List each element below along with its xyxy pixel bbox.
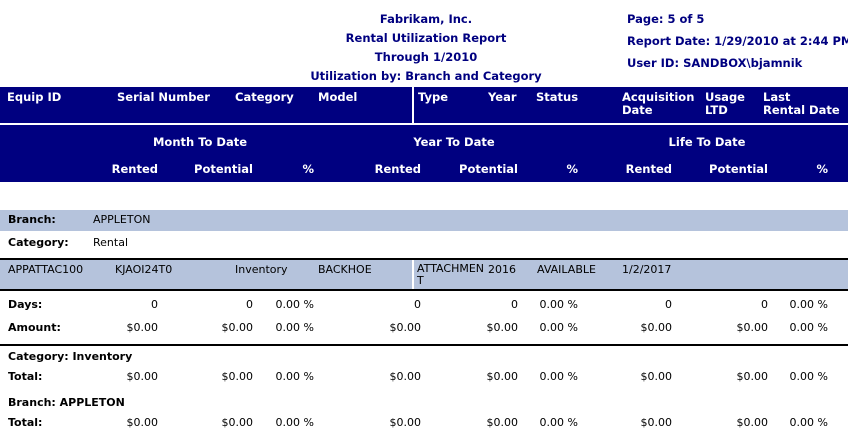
br-total-mtd-percent: 0.00 % xyxy=(275,416,314,429)
header-column-divider xyxy=(412,87,414,123)
amount-ytd-percent: 0.00 % xyxy=(539,321,578,334)
category-value: Rental xyxy=(93,236,128,249)
category-row: Category: Rental xyxy=(0,236,848,250)
br-total-ytd-rented: $0.00 xyxy=(389,416,422,429)
col-model: Model xyxy=(318,90,358,104)
subcol-ltd-percent: % xyxy=(816,162,828,176)
equip-year: 2016 xyxy=(488,263,516,276)
equipment-column-divider xyxy=(412,260,414,289)
days-ytd-potential: 0 xyxy=(511,298,518,311)
category-total-heading: Category: Inventory xyxy=(8,350,133,363)
days-mtd-percent: 0.00 % xyxy=(275,298,314,311)
br-total-mtd-potential: $0.00 xyxy=(221,416,254,429)
equip-type: ATTACHMENT xyxy=(417,262,485,287)
col-year: Year xyxy=(488,90,517,104)
equip-status: AVAILABLE xyxy=(537,263,596,276)
acquisition-date: 1/2/2017 xyxy=(622,263,672,276)
amount-ytd-potential: $0.00 xyxy=(486,321,519,334)
cat-total-ltd-potential: $0.00 xyxy=(736,370,769,383)
days-label: Days: xyxy=(8,298,43,311)
user-id: User ID: SANDBOX\bjamnik xyxy=(627,56,803,70)
subcol-mtd-percent: % xyxy=(302,162,314,176)
report-period: Through 1/2010 xyxy=(374,50,478,64)
cat-total-ytd-potential: $0.00 xyxy=(486,370,519,383)
group-header-band: Month To Date Year To Date Life To Date … xyxy=(0,125,848,182)
days-ytd-rented: 0 xyxy=(414,298,421,311)
subcol-ytd-potential: Potential xyxy=(459,162,518,176)
company-name: Fabrikam, Inc. xyxy=(379,12,473,26)
amount-mtd-rented: $0.00 xyxy=(126,321,159,334)
col-acquisition-date: Acquisition Date xyxy=(622,90,695,117)
column-header-band: Equip ID Serial Number Category Model Ty… xyxy=(0,87,848,123)
col-serial-number: Serial Number xyxy=(117,90,210,104)
category-total-row: Total: $0.00 $0.00 0.00 % $0.00 $0.00 0.… xyxy=(0,370,848,384)
col-status: Status xyxy=(536,90,579,104)
report-info-block: Page: 5 of 5 Report Date: 1/29/2010 at 2… xyxy=(627,8,848,74)
page-number: Page: 5 of 5 xyxy=(627,12,705,26)
amount-ltd-rented: $0.00 xyxy=(640,321,673,334)
group-year-to-date: Year To Date xyxy=(413,135,495,149)
branch-label: Branch: xyxy=(8,213,56,226)
subcol-ltd-potential: Potential xyxy=(709,162,768,176)
subcol-ltd-rented: Rented xyxy=(625,162,672,176)
report-title-block: Fabrikam, Inc. Rental Utilization Report… xyxy=(295,10,557,86)
days-row: Days: 0 0 0.00 % 0 0 0.00 % 0 0 0.00 % xyxy=(0,298,848,312)
category-label: Category: xyxy=(8,236,69,249)
col-type: Type xyxy=(418,90,449,104)
category-total-label: Total: xyxy=(8,370,43,383)
amount-row: Amount: $0.00 $0.00 0.00 % $0.00 $0.00 0… xyxy=(0,321,848,335)
br-total-ytd-percent: 0.00 % xyxy=(539,416,578,429)
br-total-ltd-rented: $0.00 xyxy=(640,416,673,429)
col-equip-id: Equip ID xyxy=(7,90,62,104)
days-ytd-percent: 0.00 % xyxy=(539,298,578,311)
cat-total-mtd-potential: $0.00 xyxy=(221,370,254,383)
report-grouping: Utilization by: Branch and Category xyxy=(310,69,542,83)
branch-value: APPLETON xyxy=(93,213,151,226)
days-mtd-potential: 0 xyxy=(246,298,253,311)
amount-mtd-percent: 0.00 % xyxy=(275,321,314,334)
report-name: Rental Utilization Report xyxy=(345,31,507,45)
branch-total-row: Total: $0.00 $0.00 0.00 % $0.00 $0.00 0.… xyxy=(0,416,848,430)
branch-total-label: Total: xyxy=(8,416,43,429)
subcol-ytd-percent: % xyxy=(566,162,578,176)
cat-total-ltd-percent: 0.00 % xyxy=(789,370,828,383)
cat-total-ytd-rented: $0.00 xyxy=(389,370,422,383)
equip-model: BACKHOE xyxy=(318,263,372,276)
report-date: Report Date: 1/29/2010 at 2:44 PM xyxy=(627,34,848,48)
cat-total-mtd-rented: $0.00 xyxy=(126,370,159,383)
equip-id: APPATTAC100 xyxy=(8,263,84,276)
subcol-mtd-potential: Potential xyxy=(194,162,253,176)
amount-ytd-rented: $0.00 xyxy=(389,321,422,334)
amount-mtd-potential: $0.00 xyxy=(221,321,254,334)
serial-number: KJAOI24T0 xyxy=(115,263,173,276)
days-mtd-rented: 0 xyxy=(151,298,158,311)
br-total-mtd-rented: $0.00 xyxy=(126,416,159,429)
equipment-row: APPATTAC100 KJAOI24T0 Inventory BACKHOE … xyxy=(0,258,848,291)
days-ltd-percent: 0.00 % xyxy=(789,298,828,311)
amount-ltd-potential: $0.00 xyxy=(736,321,769,334)
section-divider-line xyxy=(0,344,848,346)
group-month-to-date: Month To Date xyxy=(152,135,248,149)
group-life-to-date: Life To Date xyxy=(668,135,746,149)
br-total-ytd-potential: $0.00 xyxy=(486,416,519,429)
br-total-ltd-potential: $0.00 xyxy=(736,416,769,429)
cat-total-mtd-percent: 0.00 % xyxy=(275,370,314,383)
col-last-rental-date: Last Rental Date xyxy=(763,90,840,117)
days-ltd-rented: 0 xyxy=(665,298,672,311)
amount-label: Amount: xyxy=(8,321,61,334)
days-ltd-potential: 0 xyxy=(761,298,768,311)
amount-ltd-percent: 0.00 % xyxy=(789,321,828,334)
subcol-mtd-rented: Rented xyxy=(111,162,158,176)
cat-total-ytd-percent: 0.00 % xyxy=(539,370,578,383)
cat-total-ltd-rented: $0.00 xyxy=(640,370,673,383)
subcol-ytd-rented: Rented xyxy=(374,162,421,176)
br-total-ltd-percent: 0.00 % xyxy=(789,416,828,429)
col-category: Category xyxy=(235,90,294,104)
branch-total-heading: Branch: APPLETON xyxy=(8,396,125,409)
col-usage-ltd: Usage LTD xyxy=(705,90,745,117)
branch-band: Branch: APPLETON xyxy=(0,210,848,231)
equip-category: Inventory xyxy=(235,263,288,276)
